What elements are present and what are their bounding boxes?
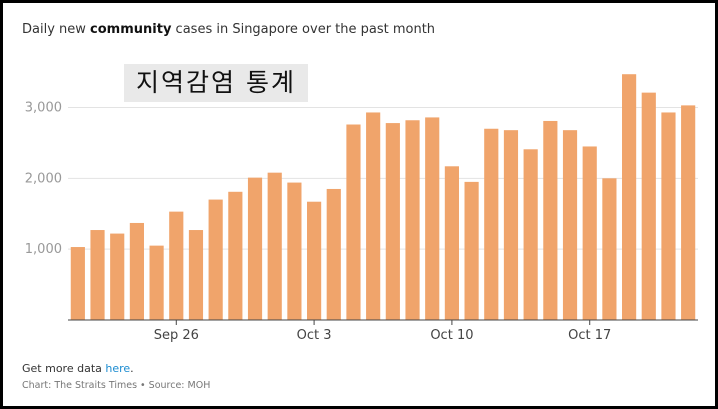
y-tick-label: 1,000 <box>25 242 62 257</box>
y-tick-label: 3,000 <box>25 101 62 116</box>
bar <box>287 182 302 320</box>
x-tick-label: Oct 17 <box>568 328 611 343</box>
chart-title: Daily new community cases in Singapore o… <box>22 22 436 37</box>
bar <box>405 120 420 320</box>
bar <box>543 120 558 321</box>
bar <box>110 233 125 320</box>
bar <box>385 123 400 320</box>
bar <box>484 128 499 320</box>
bar <box>129 222 144 320</box>
bar <box>444 166 459 320</box>
overlay-label: 지역감염 통계 <box>124 64 308 102</box>
bar <box>425 117 440 320</box>
bar <box>307 201 322 320</box>
x-tick-label: Oct 10 <box>430 328 473 343</box>
bar <box>228 191 243 320</box>
bar <box>247 177 263 321</box>
bar <box>562 130 578 320</box>
bar <box>70 247 85 320</box>
bar <box>366 112 381 321</box>
bar <box>464 181 479 321</box>
bar <box>641 92 656 321</box>
bar <box>602 178 617 320</box>
bar <box>503 130 519 320</box>
chart-credit: Chart: The Straits Times • Source: MOH <box>22 380 211 391</box>
bar <box>208 199 223 320</box>
bar <box>681 105 696 321</box>
bar <box>523 149 538 320</box>
y-tick-label: 2,000 <box>25 171 62 186</box>
x-tick-label: Oct 3 <box>297 328 332 343</box>
bar <box>267 172 282 320</box>
bar <box>346 124 361 320</box>
bar <box>169 211 184 321</box>
x-tick-label: Sep 26 <box>154 328 199 343</box>
bar <box>326 188 341 320</box>
bar <box>582 146 597 320</box>
more-data-link[interactable]: here <box>105 362 131 375</box>
bar <box>188 230 204 320</box>
bar <box>149 245 164 321</box>
bar <box>661 112 676 321</box>
get-more-data: Get more data here. <box>22 362 134 375</box>
bar <box>622 74 637 321</box>
bar <box>90 230 105 320</box>
